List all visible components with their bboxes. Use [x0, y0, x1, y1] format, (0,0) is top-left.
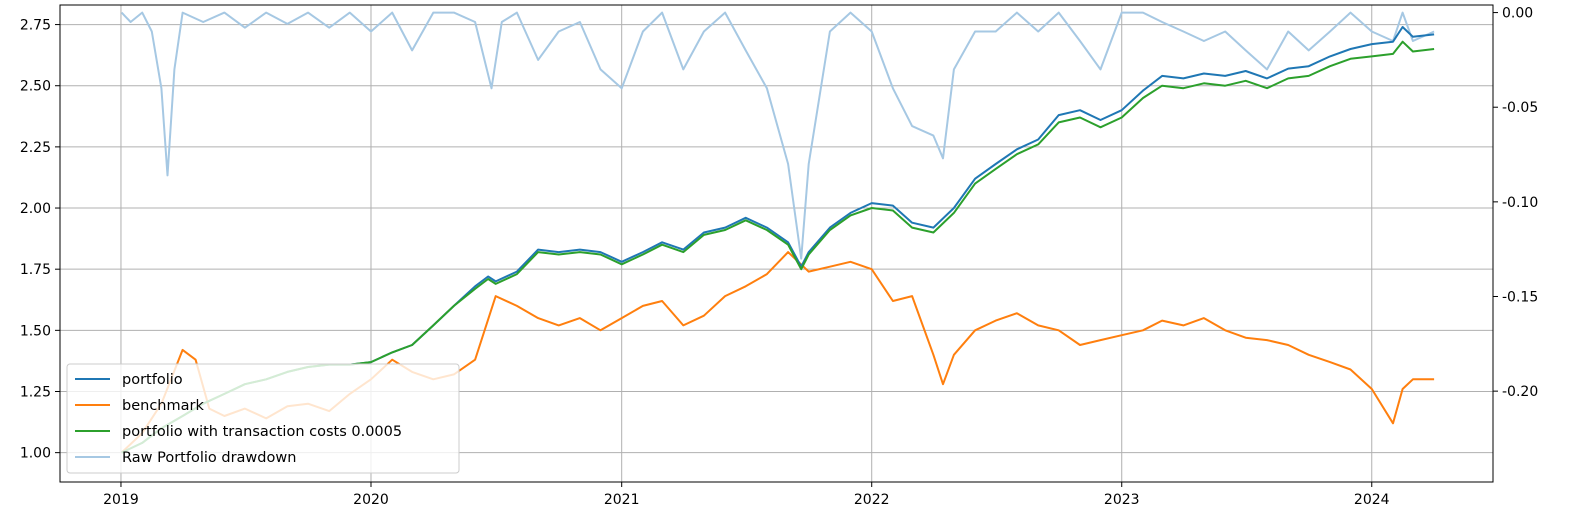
legend-label: Raw Portfolio drawdown: [122, 450, 296, 466]
y-tick-label-left: 1.00: [20, 446, 51, 462]
y-tick-label-right: -0.05: [1502, 100, 1538, 116]
legend-box: [66, 363, 460, 474]
legend-label: benchmark: [122, 398, 204, 414]
legend-entry: portfolio with transaction costs 0.0005: [75, 424, 402, 440]
y-tick-label-left: 2.50: [20, 79, 51, 95]
y-tick-label-left: 2.75: [20, 18, 51, 34]
y-tick-label-left: 2.00: [20, 201, 51, 217]
y-tick-label-right: -0.15: [1502, 290, 1538, 306]
y-tick-label-left: 1.75: [20, 262, 51, 278]
y-tick-label-left: 1.25: [20, 384, 51, 400]
x-tick-label: 2019: [103, 492, 139, 508]
legend-entry: benchmark: [75, 398, 204, 414]
x-tick-label: 2024: [1354, 492, 1390, 508]
y-tick-label-right: 0.00: [1502, 6, 1533, 22]
x-tick-label: 2020: [353, 492, 389, 508]
axes-frame: [59, 4, 1494, 483]
y-tick-label-left: 2.25: [20, 140, 51, 156]
legend-label: portfolio: [122, 372, 183, 388]
legend-entry: Raw Portfolio drawdown: [75, 450, 296, 466]
ticks: 2019 2020 2021 2022 2023 2024 1.00 1.25 1.50 1.75…: [20, 6, 1538, 508]
series-line-3: [120, 11, 1435, 260]
y-tick-label-left: 1.50: [20, 323, 51, 339]
legend: portfolio benchmark portfolio with trans…: [66, 363, 460, 474]
x-tick-label: 2022: [854, 492, 890, 508]
x-tick-label: 2021: [604, 492, 640, 508]
legend-label: portfolio with transaction costs 0.0005: [122, 424, 402, 440]
x-tick-label: 2023: [1104, 492, 1140, 508]
legend-entry: portfolio: [75, 372, 183, 388]
y-tick-label-right: -0.20: [1502, 384, 1538, 400]
y-tick-label-right: -0.10: [1502, 195, 1538, 211]
